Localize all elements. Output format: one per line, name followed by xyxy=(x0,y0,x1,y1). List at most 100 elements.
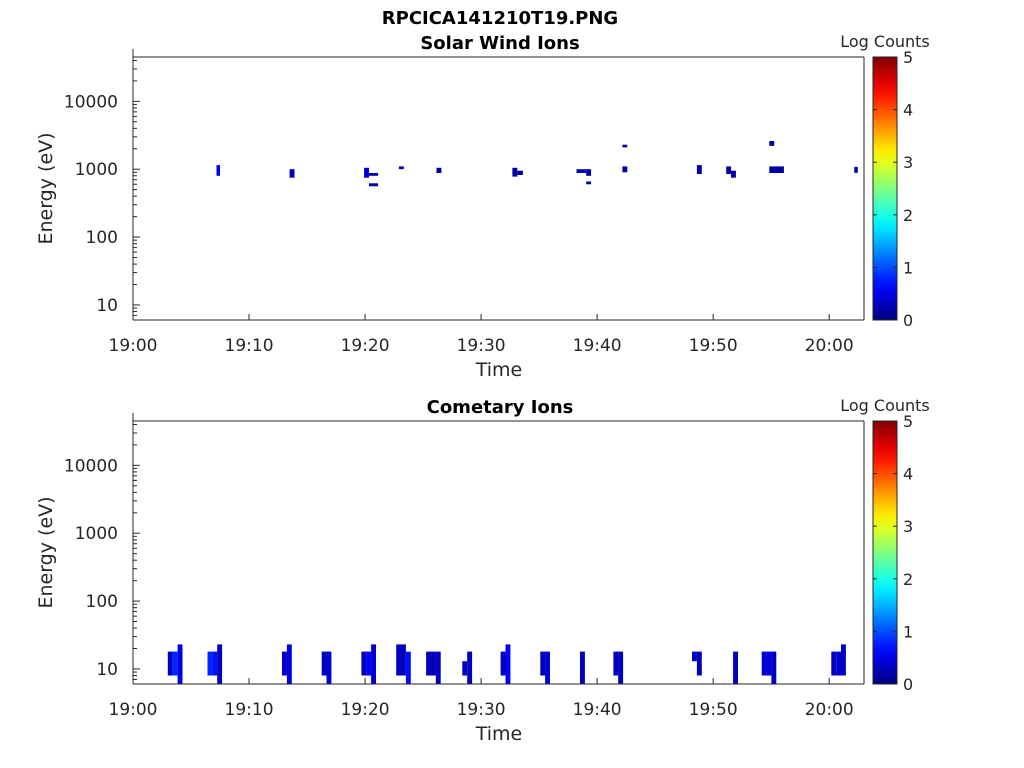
y-tick-label: 10 xyxy=(96,296,118,316)
x-tick-label: 19:50 xyxy=(689,336,738,356)
spectrogram-cell xyxy=(831,651,837,676)
spectrogram-cell xyxy=(167,651,173,676)
colorbar-label: Log Counts xyxy=(840,32,930,51)
x-tick-label: 19:30 xyxy=(457,700,506,720)
spectrogram-cell xyxy=(426,651,431,676)
spectrogram-cell xyxy=(769,141,775,146)
colorbar xyxy=(872,420,898,685)
spectrogram-cell xyxy=(289,169,295,178)
spectrogram-cell xyxy=(622,144,628,148)
spectrogram-cell xyxy=(212,651,218,676)
spectrogram-cell xyxy=(771,651,777,684)
y-tick-label: 100 xyxy=(86,592,118,612)
x-tick-label: 19:40 xyxy=(573,700,622,720)
colorbar-tick-label: 0 xyxy=(903,311,913,330)
spectrogram-cell xyxy=(540,651,546,676)
y-tick-label: 10000 xyxy=(64,92,118,112)
spectrogram-cell xyxy=(436,167,442,173)
spectrogram-cell xyxy=(836,651,842,676)
colorbar-tick-label: 3 xyxy=(903,517,913,536)
spectrogram-cell xyxy=(282,651,287,676)
x-tick-label: 20:00 xyxy=(805,336,854,356)
x-tick-label: 19:10 xyxy=(225,700,274,720)
panel-title: Cometary Ions xyxy=(427,397,574,418)
colorbar-tick-label: 0 xyxy=(903,675,913,694)
spectrogram-cell xyxy=(217,644,223,684)
spectrogram-cell xyxy=(371,644,376,684)
spectrogram-cell xyxy=(761,651,767,676)
panel-title: Solar Wind Ions xyxy=(420,33,579,54)
spectrogram-cell xyxy=(726,166,732,174)
spectrogram-cell xyxy=(369,183,379,187)
spectrogram-cell xyxy=(207,651,213,676)
spectrogram-cell xyxy=(586,181,592,185)
spectrogram-cell xyxy=(545,651,550,684)
colorbar-tick-label: 5 xyxy=(903,48,913,67)
plot-area xyxy=(133,421,864,684)
spectrogram-cell xyxy=(505,644,511,684)
spectrogram-cell xyxy=(731,170,736,178)
spectrogram-cell xyxy=(361,651,367,676)
spectrogram-cell xyxy=(692,651,697,662)
y-tick-label: 1000 xyxy=(75,524,118,544)
colorbar-tick-label: 4 xyxy=(903,465,913,484)
colorbar-tick-label: 2 xyxy=(903,570,913,589)
spectrogram-cell xyxy=(766,651,772,676)
colorbar-tick-label: 5 xyxy=(903,412,913,431)
spectrogram-cell xyxy=(401,644,406,676)
y-axis-label: Energy (eV) xyxy=(35,496,57,608)
spectrogram-cell xyxy=(618,651,624,684)
spectrogram-cell xyxy=(576,169,587,173)
spectrogram-cell xyxy=(613,651,619,676)
x-tick-label: 20:00 xyxy=(805,700,854,720)
colorbar-tick-label: 4 xyxy=(903,101,913,120)
spectrogram-cell xyxy=(696,651,702,676)
x-tick-label: 19:10 xyxy=(225,336,274,356)
plot-area xyxy=(133,57,864,320)
y-tick-label: 10000 xyxy=(64,456,118,476)
colorbar-label: Log Counts xyxy=(840,396,930,415)
spectrogram-cell xyxy=(398,166,404,170)
y-tick-label: 10 xyxy=(96,660,118,680)
x-axis-label: Time xyxy=(475,359,523,381)
spectrogram-cell xyxy=(431,651,436,676)
spectrogram-cell xyxy=(500,651,506,676)
colorbar-tick-label: 1 xyxy=(903,258,913,277)
spectrogram-cell xyxy=(854,166,858,173)
spectrogram-cell xyxy=(326,651,332,684)
spectrogram-cell xyxy=(286,644,292,684)
x-tick-label: 19:20 xyxy=(341,336,390,356)
x-tick-label: 19:00 xyxy=(109,336,158,356)
colorbar-tick-label: 2 xyxy=(903,206,913,225)
spectrogram-cell xyxy=(369,173,379,176)
colorbar xyxy=(872,56,898,321)
colorbar-tick-label: 1 xyxy=(903,622,913,641)
spectrogram-cell xyxy=(733,651,738,684)
spectrogram-cell xyxy=(364,167,369,178)
spectrogram-cell xyxy=(841,644,846,676)
spectrogram-cell xyxy=(586,169,592,176)
colorbar-tick-label: 3 xyxy=(903,153,913,172)
spectrogram-cell xyxy=(580,651,585,684)
spectrogram-cell xyxy=(512,167,518,177)
spectrogram-cell xyxy=(435,651,441,684)
x-tick-label: 19:20 xyxy=(341,700,390,720)
x-tick-label: 19:30 xyxy=(457,336,506,356)
y-tick-label: 1000 xyxy=(75,160,118,180)
spectrogram-cell xyxy=(405,651,411,684)
spectrogram-cell xyxy=(396,644,402,676)
spectrogram-cell xyxy=(467,651,473,684)
figure-title: RPCICA141210T19.PNG xyxy=(382,8,618,29)
spectrogram-cell xyxy=(462,661,468,676)
x-tick-label: 19:00 xyxy=(109,700,158,720)
spectrogram-cell xyxy=(216,165,220,176)
x-tick-label: 19:50 xyxy=(689,700,738,720)
spectrogram-cell xyxy=(769,166,784,173)
spectrogram-cell xyxy=(696,165,702,174)
x-tick-label: 19:40 xyxy=(573,336,622,356)
spectrogram-cell xyxy=(622,166,628,173)
x-axis-label: Time xyxy=(475,723,523,745)
